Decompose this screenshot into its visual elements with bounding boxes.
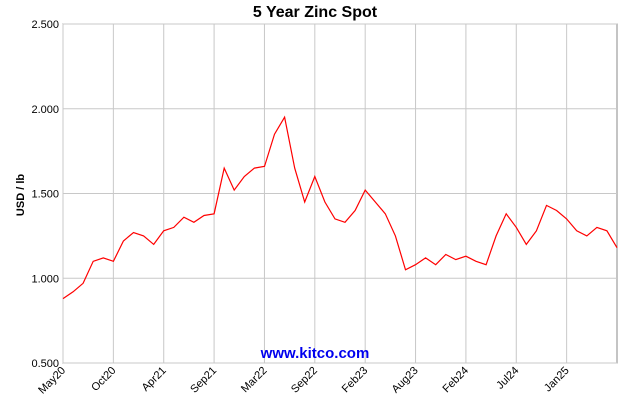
- x-tick-label: Oct20: [89, 365, 118, 394]
- y-tick-label: 1.000: [31, 273, 59, 285]
- x-tick-label: Aug23: [390, 365, 421, 396]
- x-tick-label: Mar22: [239, 365, 270, 396]
- y-tick-label: 2.500: [31, 19, 59, 31]
- chart-title: 5 Year Zinc Spot: [253, 4, 378, 21]
- x-tick-label: Jul24: [494, 365, 521, 392]
- x-tick-label: Sep21: [188, 365, 219, 396]
- x-tick-label: Sep22: [289, 365, 320, 396]
- x-tick-label: Jan25: [542, 365, 572, 395]
- x-tick-label: Apr21: [140, 365, 169, 394]
- x-tick-label: Feb23: [340, 365, 371, 396]
- y-axis-label: USD / lb: [15, 174, 27, 216]
- x-tick-label: Feb24: [440, 365, 471, 396]
- watermark: www.kitco.com: [260, 345, 370, 362]
- y-tick-label: 2.000: [31, 104, 59, 116]
- y-tick-label: 1.500: [31, 189, 59, 201]
- price-line: [62, 115, 618, 300]
- y-tick-label: 0.500: [31, 358, 59, 370]
